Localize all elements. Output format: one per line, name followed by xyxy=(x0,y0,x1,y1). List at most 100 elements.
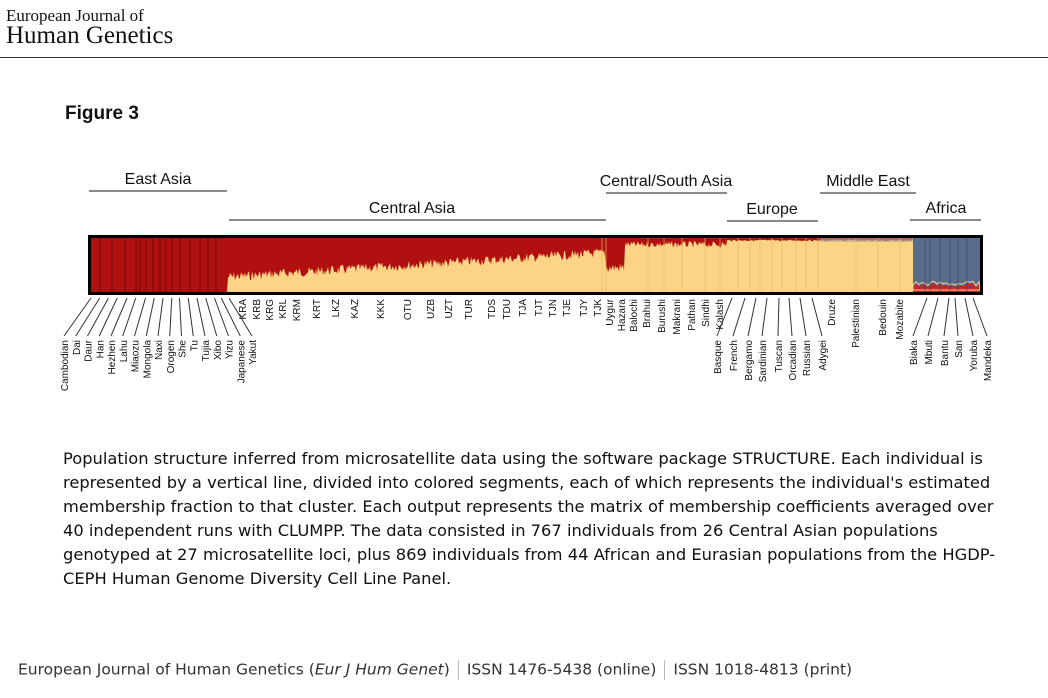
plot-frame xyxy=(88,235,983,295)
population-label: Burushi xyxy=(657,299,668,333)
population-label: Makrani xyxy=(672,299,683,335)
connector-line xyxy=(972,297,988,337)
population-label: Orogen xyxy=(166,340,177,373)
region-label: Central/South Asia xyxy=(600,173,733,190)
population-label: Dai xyxy=(72,340,83,355)
population-label: Brahui xyxy=(642,299,653,328)
population-label: Sardinian xyxy=(758,340,769,382)
connector-line xyxy=(964,297,974,337)
header-divider xyxy=(0,57,1048,58)
connector-line xyxy=(716,297,733,337)
connector-line xyxy=(169,297,173,337)
population-label: Yizu xyxy=(225,340,236,359)
divider xyxy=(664,660,666,680)
population-label: TJK xyxy=(593,299,604,317)
population-label: Lahu xyxy=(119,340,130,362)
footer: European Journal of Human Genetics (Eur … xyxy=(18,660,852,680)
cluster-gray-band xyxy=(820,238,913,242)
cluster-africa-fill xyxy=(913,238,980,292)
population-label: Mbuti xyxy=(924,340,935,364)
connector-line xyxy=(927,297,939,337)
population-label: Mongola xyxy=(142,340,153,379)
population-label: TUR xyxy=(464,299,475,320)
connector-line xyxy=(954,297,959,337)
connector-line xyxy=(214,297,229,337)
population-label: UZB xyxy=(426,299,437,319)
population-label: TDU xyxy=(502,299,513,320)
population-label: Naxi xyxy=(154,340,165,360)
population-label: French xyxy=(729,340,740,371)
population-label: Adygei xyxy=(818,340,829,371)
population-label: Miaozu xyxy=(131,340,142,372)
population-label: TDS xyxy=(487,299,498,319)
footer-abbrev: Eur J Hum Genet xyxy=(314,660,444,679)
population-label: Pathan xyxy=(687,299,698,331)
population-label: Yakut xyxy=(248,340,259,365)
connector-line xyxy=(912,297,928,337)
population-label: Tuscan xyxy=(774,340,785,372)
cluster-west-africa xyxy=(912,280,981,291)
population-label: Bergamo xyxy=(744,340,755,381)
population-label: TJY xyxy=(579,299,590,317)
connector-line xyxy=(87,297,109,337)
region-label: East Asia xyxy=(125,171,192,188)
population-label: KRT xyxy=(312,299,323,319)
population-label: KRA xyxy=(238,299,249,320)
population-label: Tujia xyxy=(201,340,212,362)
divider xyxy=(457,660,459,680)
population-label: Mandeka xyxy=(983,340,994,382)
population-label: Daur xyxy=(84,339,95,361)
population-label: KAZ xyxy=(350,299,361,318)
region-label: Central Asia xyxy=(369,200,455,217)
population-label: Balochi xyxy=(629,299,640,332)
population-label: Bedouin xyxy=(878,299,889,336)
connector-line xyxy=(747,297,757,337)
region-label: Africa xyxy=(926,200,967,217)
figure-caption: Population structure inferred from micro… xyxy=(63,449,996,588)
connector-line xyxy=(75,297,101,337)
population-label: Bantu xyxy=(940,340,951,366)
footer-issn-print: ISSN 1018-4813 (print) xyxy=(673,660,853,679)
population-label: Yoruba xyxy=(969,340,980,372)
population-label: Biaka xyxy=(909,340,920,365)
population-label: LKZ xyxy=(331,299,342,317)
population-label: Japanese xyxy=(236,340,247,384)
population-label: Mozabite xyxy=(895,299,906,340)
connector-line xyxy=(220,297,241,337)
population-label: Xibo xyxy=(213,340,224,360)
connector-line xyxy=(145,297,155,337)
population-label: TJE xyxy=(562,299,573,317)
figure-title: Figure 3 xyxy=(65,103,139,124)
population-label: Orcadian xyxy=(788,340,799,381)
population-label: KRB xyxy=(252,299,263,320)
population-label: KRM xyxy=(292,299,303,321)
population-label: OTU xyxy=(403,299,414,320)
connector-line xyxy=(943,297,950,337)
population-label: TJT xyxy=(534,299,545,316)
population-label: KRG xyxy=(265,299,276,321)
population-label: Hazara xyxy=(617,299,628,332)
population-label: TJN xyxy=(548,299,559,317)
journal-logo-line1: European Journal of xyxy=(6,6,144,25)
population-label: Russian xyxy=(802,340,813,376)
connector-line xyxy=(205,297,218,337)
population-label: TJA xyxy=(518,299,529,317)
population-label: Kalash xyxy=(715,299,726,330)
footer-issn-online: ISSN 1476-5438 (online) xyxy=(466,660,657,679)
footer-journal: European Journal of Human Genetics ( xyxy=(18,660,315,679)
population-label: Druze xyxy=(827,299,838,326)
population-label: She xyxy=(178,340,189,358)
footer-close: ) xyxy=(443,660,450,679)
connector-line xyxy=(777,297,780,337)
journal-logo[interactable]: European Journal of Human Genetics xyxy=(6,7,173,48)
connector-line xyxy=(122,297,137,337)
connector-line xyxy=(196,297,206,337)
population-label: Hezhen xyxy=(107,340,118,374)
journal-logo-line2: Human Genetics xyxy=(6,22,174,49)
connector-line xyxy=(110,297,128,337)
population-label: Basque xyxy=(713,340,724,374)
population-label: Uygur xyxy=(605,298,616,325)
region-label: Europe xyxy=(746,201,798,218)
connector-line xyxy=(98,297,118,337)
population-label: Han xyxy=(95,340,106,358)
